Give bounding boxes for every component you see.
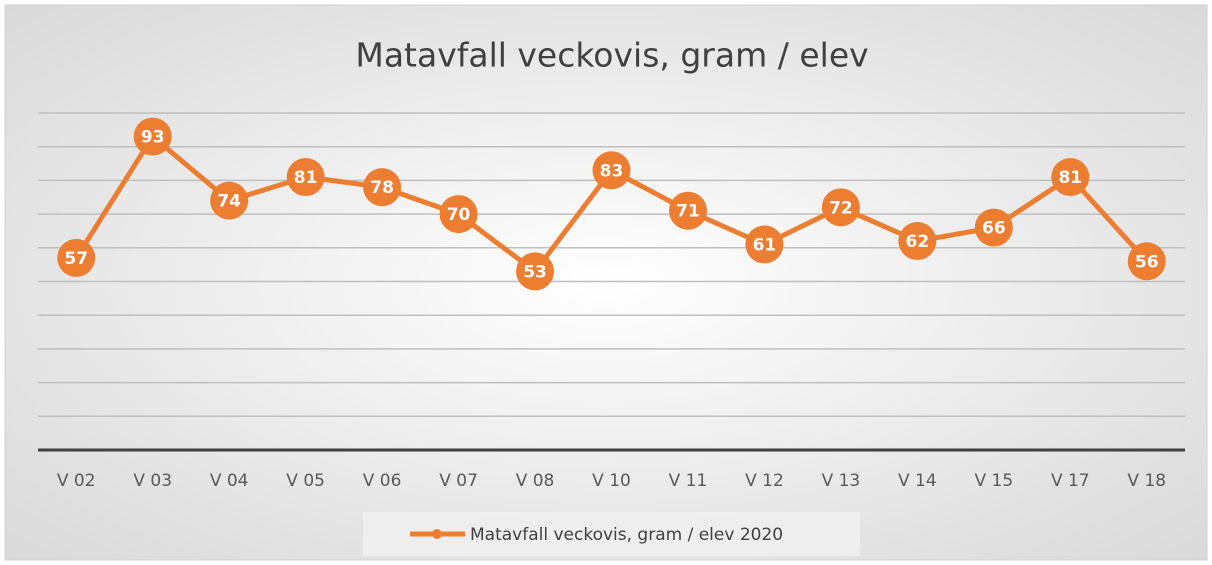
point-marker [286,158,325,197]
point-marker [363,168,402,207]
x-tick-label: V 08 [516,471,555,491]
data-label: 66 [982,219,1006,239]
x-tick-label: V 04 [210,471,249,491]
data-label: 62 [906,232,930,252]
x-tick-label: V 11 [669,471,708,491]
x-tick-label: V 13 [822,471,861,491]
x-tick-label: V 15 [974,471,1013,491]
data-label: 61 [753,235,777,255]
chart-title: Matavfall veckovis, gram / elev [355,36,868,75]
data-label: 93 [141,128,165,148]
x-tick-label: V 02 [57,471,96,491]
data-label: 83 [600,161,624,181]
data-label: 57 [64,249,88,269]
x-tick-label: V 12 [745,471,784,491]
legend-label: Matavfall veckovis, gram / elev 2020 [470,525,783,545]
x-tick-label: V 10 [592,471,631,491]
data-label: 74 [217,192,241,212]
x-tick-label: V 05 [286,471,325,491]
x-tick-label: V 18 [1127,471,1166,491]
data-label: 56 [1135,252,1159,272]
point-marker [439,195,478,234]
point-marker [1051,158,1090,197]
x-tick-label: V 14 [898,471,937,491]
legend-marker [432,529,442,539]
point-marker [745,225,784,264]
x-tick-label: V 17 [1051,471,1090,491]
data-label: 81 [294,168,318,188]
point-marker [592,151,631,190]
chart-background [4,4,1208,561]
x-tick-label: V 06 [363,471,402,491]
data-label: 78 [370,178,394,198]
point-marker [133,117,172,156]
point-marker [898,222,937,261]
point-marker [668,191,707,230]
data-label: 72 [829,198,853,218]
data-label: 71 [676,202,700,222]
point-marker [821,188,860,227]
x-tick-label: V 07 [439,471,478,491]
data-label: 70 [447,205,471,225]
point-marker [1127,242,1166,281]
data-label: 81 [1058,168,1082,188]
x-tick-label: V 03 [133,471,172,491]
point-marker [516,252,555,291]
point-marker [210,181,249,220]
data-label: 53 [523,262,547,282]
point-marker [974,208,1013,247]
point-marker [57,238,96,277]
